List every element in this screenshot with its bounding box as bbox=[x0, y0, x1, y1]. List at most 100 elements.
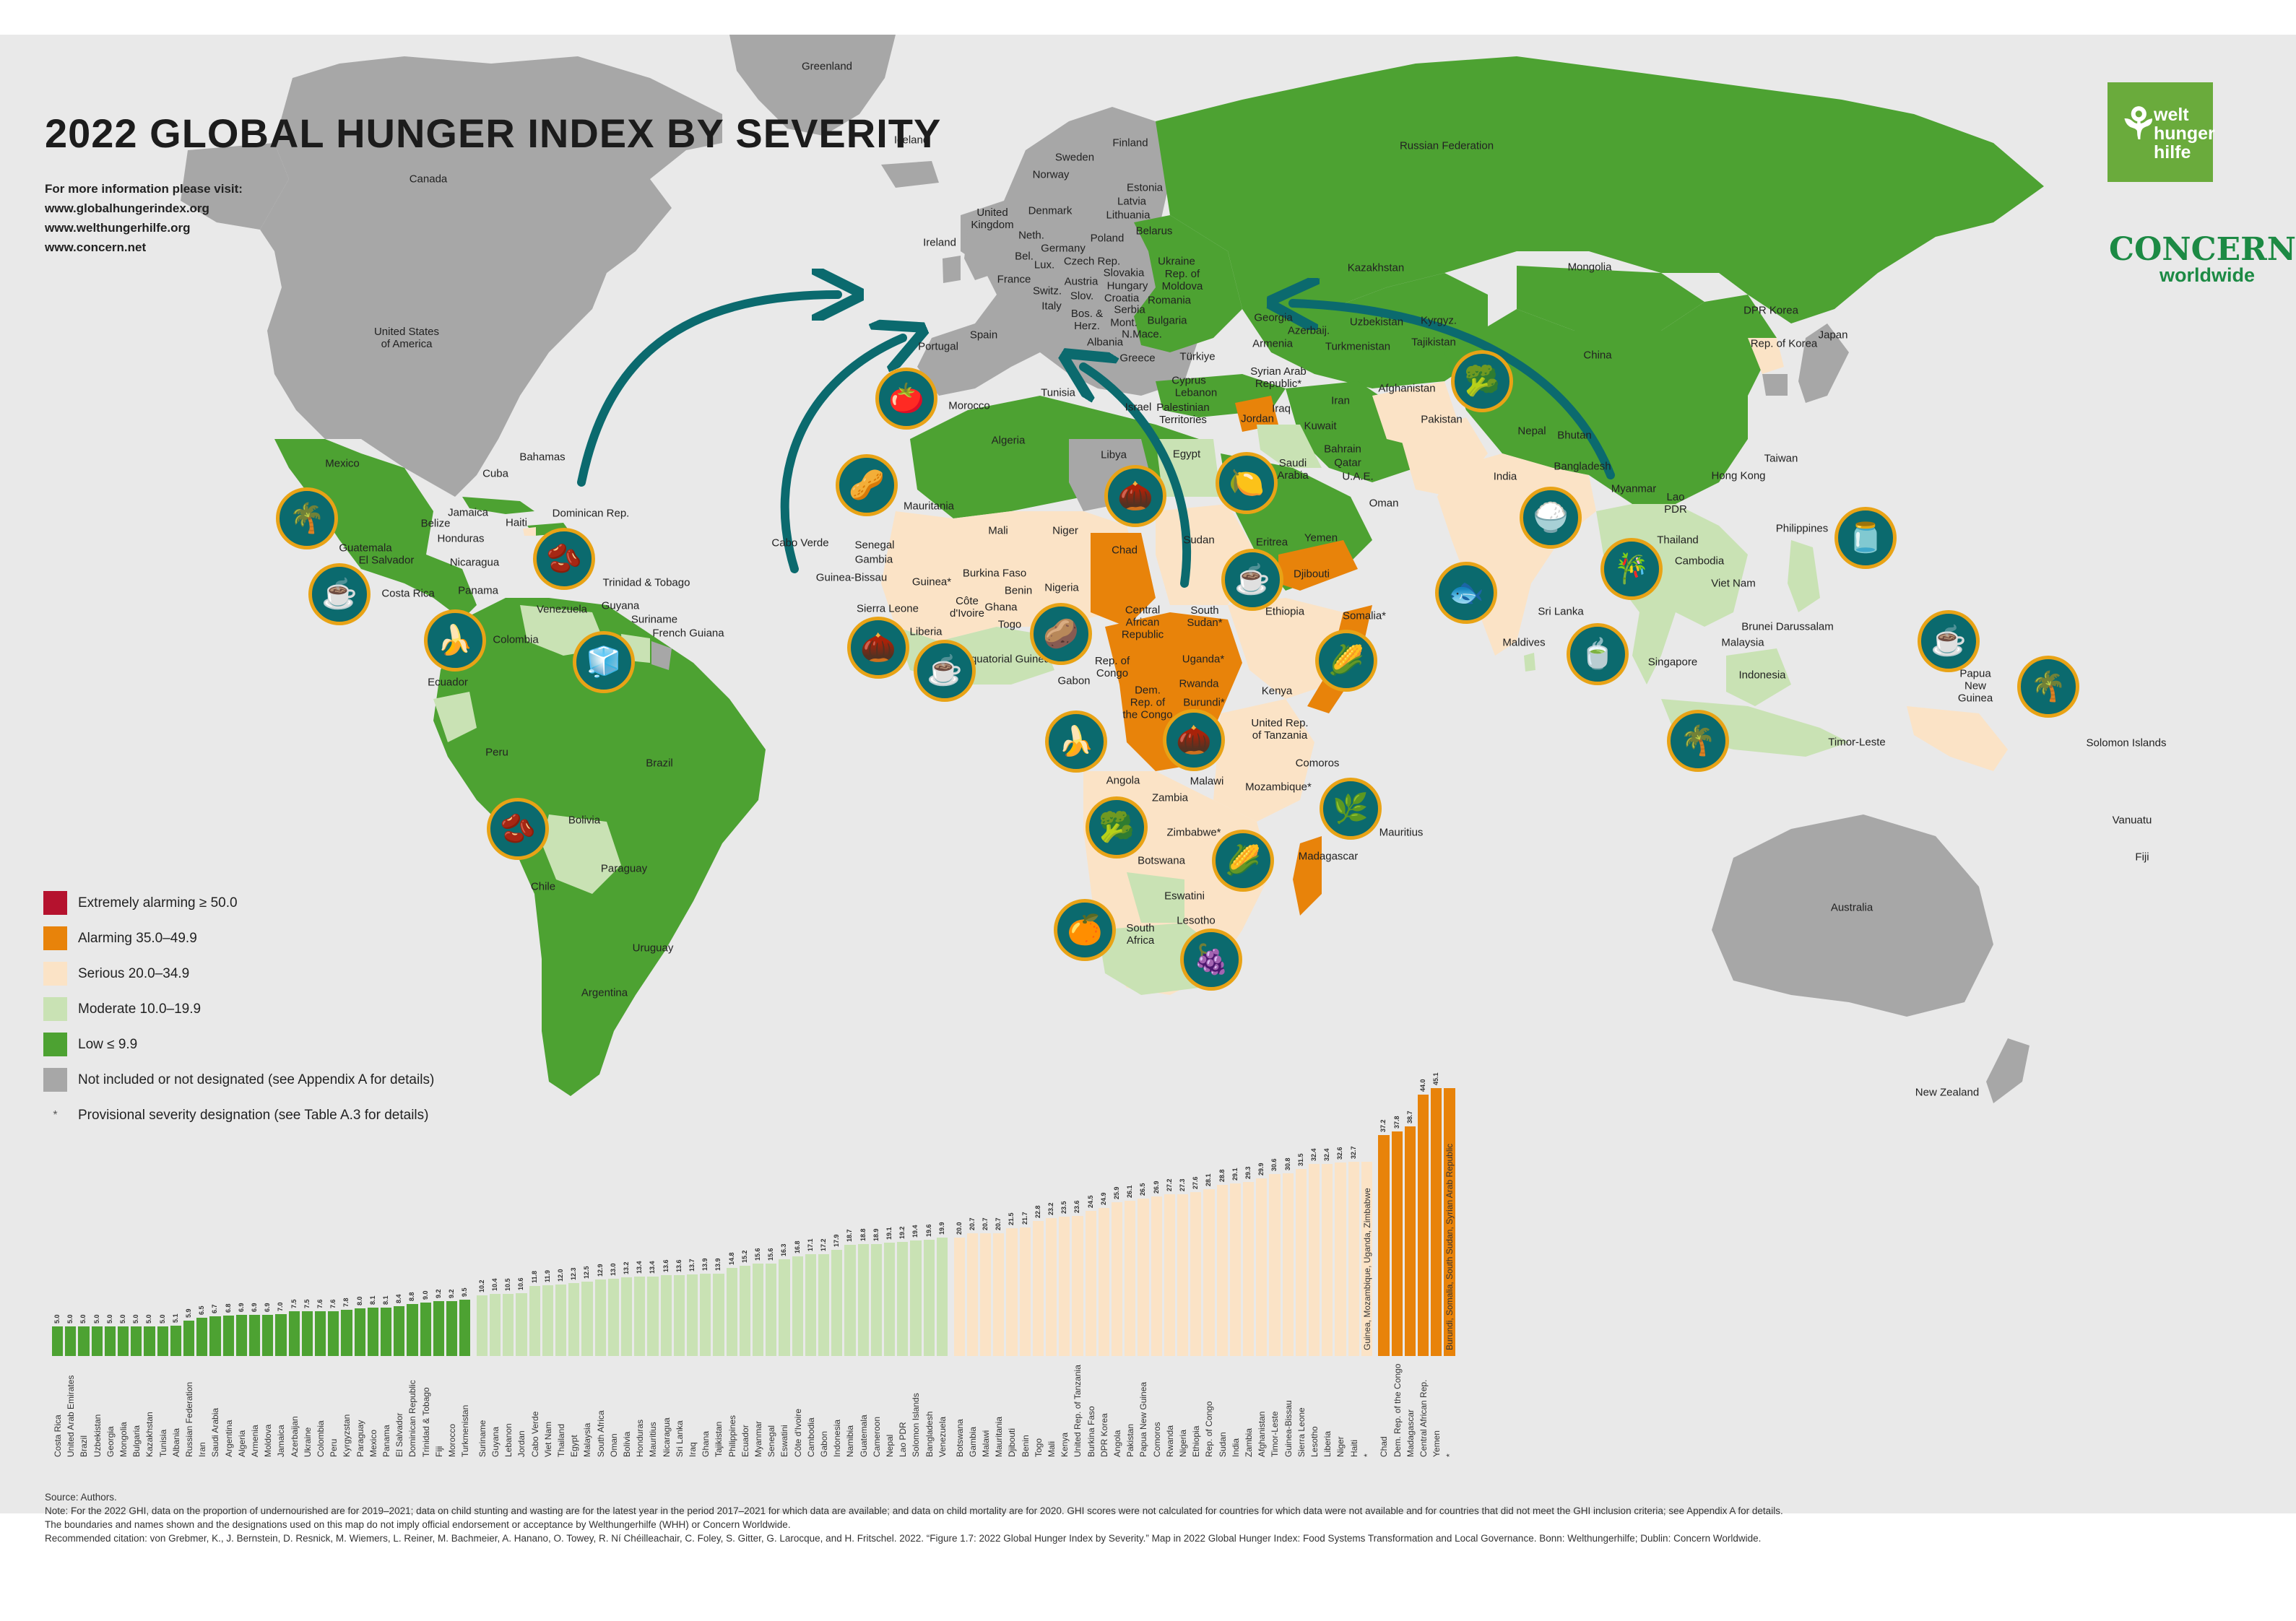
country-label: Eritrea bbox=[1255, 536, 1288, 549]
ghi-country-label: Ukraine bbox=[302, 1427, 313, 1457]
country-label: Bangladesh bbox=[1554, 460, 1611, 473]
land-sri-lanka bbox=[1524, 653, 1535, 672]
country-label: Mongolia bbox=[1567, 261, 1612, 274]
ghi-country-label: Venezuela bbox=[937, 1416, 948, 1457]
country-label: Morocco bbox=[948, 399, 990, 412]
ghi-bar bbox=[1348, 1162, 1359, 1356]
land-syria bbox=[1235, 396, 1278, 432]
country-label: Lebanon bbox=[1174, 386, 1218, 399]
ghi-value-label: 38.7 bbox=[1405, 1111, 1413, 1124]
country-label: Uzbekistan bbox=[1349, 316, 1404, 329]
concern-logo-main: CONCERN bbox=[2109, 231, 2296, 268]
country-label: New Zealand bbox=[1915, 1086, 1980, 1099]
country-label: Somalia* bbox=[1342, 609, 1387, 622]
ghi-country-label: Dominican Republic bbox=[407, 1380, 418, 1457]
country-label: Cambodia bbox=[1674, 555, 1725, 568]
ghi-bar bbox=[459, 1299, 471, 1356]
legend-item: * Provisional severity designation (see T… bbox=[43, 1098, 434, 1133]
country-label: Portugal bbox=[918, 340, 958, 353]
ghi-bar bbox=[1111, 1202, 1123, 1356]
country-label: Djibouti bbox=[1293, 568, 1330, 581]
ghi-value-label: 27.2 bbox=[1165, 1178, 1173, 1192]
country-label: Haiti bbox=[505, 516, 528, 529]
ghi-bar bbox=[183, 1321, 195, 1356]
country-label: Botswana bbox=[1138, 854, 1185, 867]
country-label: Chile bbox=[530, 880, 556, 893]
ghi-value-label: 23.6 bbox=[1073, 1200, 1081, 1213]
ghi-bar-group-label: Guinea, Mozambique, Uganda, Zimbabwe bbox=[1361, 1188, 1372, 1350]
country-label: Sri Lanka bbox=[1538, 605, 1584, 618]
country-label: Zimbabwe* bbox=[1166, 826, 1221, 839]
ghi-country-label: Uzbekistan bbox=[92, 1414, 103, 1457]
ghi-value-label: 13.6 bbox=[662, 1259, 670, 1273]
ghi-country-label: Egypt bbox=[569, 1435, 580, 1457]
ghi-bar bbox=[433, 1301, 444, 1356]
arrow-westafrica-europe bbox=[780, 338, 903, 573]
ghi-bar bbox=[196, 1317, 208, 1356]
country-label: Denmark bbox=[1028, 204, 1073, 217]
legend-swatch bbox=[43, 1068, 67, 1092]
ghi-bar bbox=[1282, 1173, 1294, 1356]
country-label: Angola bbox=[1106, 774, 1140, 787]
ghi-value-label: 8.1 bbox=[368, 1295, 376, 1305]
land-iceland bbox=[881, 161, 939, 188]
ghi-country-label: Colombia bbox=[316, 1420, 326, 1457]
ghi-bar-group-label: Burundi, Somalia, South Sudan, Syrian Ar… bbox=[1444, 1143, 1455, 1350]
country-label: Kuwait bbox=[1304, 420, 1337, 433]
ghi-value-label: 13.6 bbox=[675, 1259, 683, 1273]
palm-tree-icon: 🌴 bbox=[1667, 710, 1729, 772]
legend-label: Moderate 10.0–19.9 bbox=[78, 1001, 202, 1017]
info-link[interactable]: www.globalhungerindex.org bbox=[45, 201, 209, 215]
grapes-icon: 🍇 bbox=[1180, 929, 1242, 991]
ghi-value-label: 18.9 bbox=[872, 1228, 880, 1241]
ghi-country-label: Suriname bbox=[477, 1420, 488, 1457]
ghi-country-label: Guatemala bbox=[858, 1414, 869, 1457]
country-label: France bbox=[997, 273, 1031, 286]
country-label: Jamaica bbox=[448, 506, 488, 519]
ghi-country-label: Kenya bbox=[1060, 1432, 1070, 1457]
country-label: Bel. bbox=[1015, 250, 1034, 263]
ghi-country-label: Mali bbox=[1046, 1440, 1057, 1457]
country-label: Finland bbox=[1112, 136, 1148, 149]
land-borneo bbox=[1726, 648, 1791, 706]
info-link[interactable]: www.welthungerhilfe.org bbox=[45, 221, 191, 235]
info-link[interactable]: www.concern.net bbox=[45, 240, 147, 254]
ghi-bar bbox=[118, 1326, 129, 1356]
ghi-country-label: Tajikistan bbox=[714, 1421, 724, 1457]
country-label: Nicaragua bbox=[449, 556, 500, 569]
country-label: India bbox=[1493, 470, 1517, 483]
country-label: Lux. bbox=[1034, 258, 1055, 271]
ghi-country-label: Senegal bbox=[766, 1425, 777, 1457]
ghi-value-label: 10.5 bbox=[504, 1278, 512, 1291]
ghi-value-label: 13.0 bbox=[609, 1263, 617, 1277]
lemon-icon: 🍋 bbox=[1216, 452, 1278, 514]
ghi-country-label: Argentina bbox=[223, 1420, 234, 1457]
ghi-value-label: 20.0 bbox=[955, 1222, 963, 1235]
country-label: Israel bbox=[1125, 401, 1152, 414]
country-label: Brazil bbox=[646, 757, 673, 770]
country-label: Mauritius bbox=[1379, 826, 1424, 839]
land-bolivia bbox=[542, 814, 621, 894]
ghi-value-label: 7.5 bbox=[290, 1299, 298, 1309]
ghi-bar bbox=[831, 1249, 843, 1356]
ghi-bar bbox=[936, 1238, 948, 1356]
country-label: Rep. of Moldova bbox=[1161, 268, 1203, 292]
country-label: United States of America bbox=[373, 326, 440, 350]
legend-label: Alarming 35.0–49.9 bbox=[78, 930, 197, 946]
country-label: Fiji bbox=[2135, 851, 2149, 864]
ghi-value-label: 7.0 bbox=[277, 1302, 285, 1312]
ghi-value-label: 6.9 bbox=[237, 1303, 245, 1313]
country-label: Malawi bbox=[1190, 775, 1224, 788]
country-label: Bhutan bbox=[1557, 429, 1592, 442]
ghi-bar bbox=[341, 1309, 352, 1356]
ghi-value-label: 17.9 bbox=[833, 1234, 841, 1247]
ghi-value-label: 6.8 bbox=[224, 1303, 232, 1313]
ghi-bar bbox=[209, 1316, 221, 1356]
ghi-bar bbox=[1098, 1208, 1109, 1356]
country-label: Mali bbox=[988, 524, 1008, 537]
country-label: Tunisia bbox=[1041, 386, 1075, 399]
country-label: Hong Kong bbox=[1711, 469, 1766, 482]
ghi-value-label: 9.2 bbox=[434, 1289, 442, 1299]
ghi-bar bbox=[581, 1282, 593, 1356]
ghi-bar bbox=[555, 1285, 567, 1356]
